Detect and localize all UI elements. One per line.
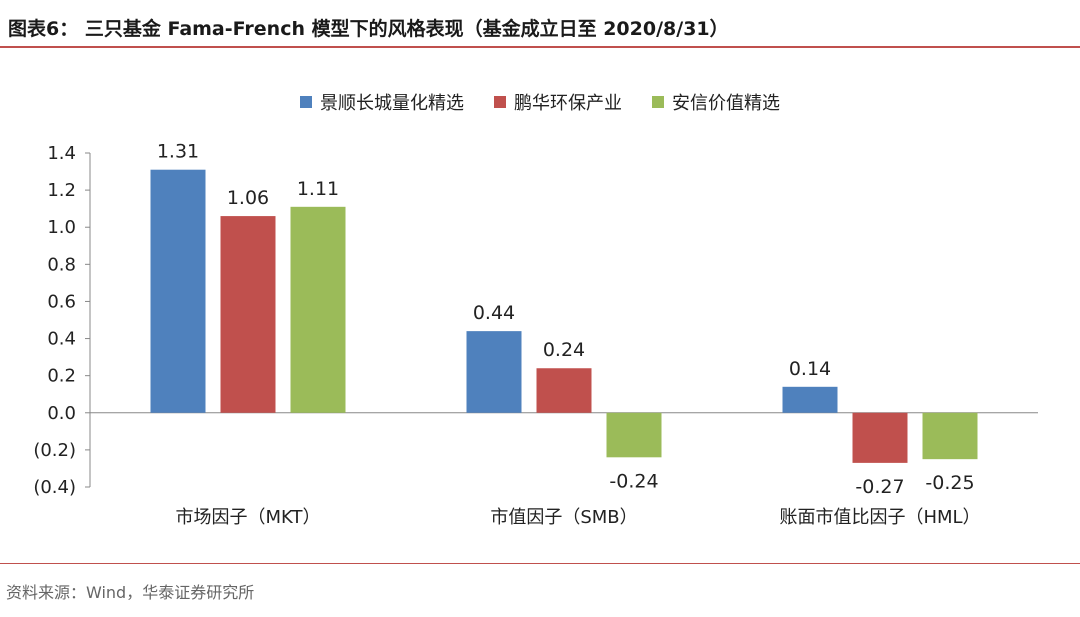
bar — [220, 216, 276, 413]
data-label: -0.25 — [925, 472, 974, 494]
legend-label-series-2: 鹏华环保产业 — [514, 93, 622, 114]
bar — [536, 368, 592, 413]
data-label: 0.44 — [473, 302, 515, 324]
chart-title: 图表6： 三只基金 Fama-French 模型下的风格表现（基金成立日至 20… — [8, 18, 729, 40]
bar — [150, 169, 206, 413]
legend-item-series-1: 景顺长城量化精选 — [300, 89, 464, 115]
legend-swatch-series-2 — [494, 96, 506, 108]
data-label: 1.06 — [227, 187, 269, 209]
data-label: 1.31 — [157, 141, 199, 163]
y-tick-label: (0.2) — [33, 440, 76, 461]
data-label: 1.11 — [297, 178, 339, 200]
y-tick-label: 1.4 — [47, 143, 76, 164]
y-tick-label: 0.4 — [47, 329, 76, 350]
legend-swatch-series-1 — [300, 96, 312, 108]
source-note: 资料来源：Wind，华泰证券研究所 — [6, 583, 255, 602]
bar — [852, 412, 908, 463]
bar — [290, 206, 346, 413]
legend-item-series-3: 安信价值精选 — [652, 89, 780, 115]
data-label: 0.24 — [543, 339, 585, 361]
title-divider — [0, 46, 1080, 48]
footer-divider — [0, 563, 1080, 564]
x-category-label: 市场因子（MKT） — [176, 507, 321, 528]
y-tick-label: 1.2 — [47, 180, 76, 201]
bar-chart: (0.4) (0.2) 0.0 0.2 0.4 0.6 0.8 1.0 1.2 1.4 1.31 1.… — [33, 141, 1038, 528]
y-tick-label: 0.0 — [47, 403, 76, 424]
bar — [922, 412, 978, 460]
legend-item-series-2: 鹏华环保产业 — [494, 89, 622, 115]
y-tick-label: 1.0 — [47, 217, 76, 238]
legend-label-series-1: 景顺长城量化精选 — [320, 93, 464, 114]
legend-label-series-3: 安信价值精选 — [672, 93, 780, 114]
y-tick-label: 0.2 — [47, 366, 76, 387]
data-label: -0.24 — [609, 470, 658, 492]
legend: 景顺长城量化精选 鹏华环保产业 安信价值精选 — [0, 89, 1080, 115]
y-tick-label: 0.6 — [47, 291, 76, 312]
bar — [782, 386, 838, 413]
bar — [466, 331, 522, 413]
x-category-label: 市值因子（SMB） — [490, 507, 637, 528]
y-tick-label: (0.4) — [33, 477, 76, 498]
data-label: -0.27 — [855, 476, 904, 498]
y-tick-label: 0.8 — [47, 254, 76, 275]
x-category-label: 账面市值比因子（HML） — [779, 507, 980, 528]
data-label: 0.14 — [789, 358, 831, 380]
bar — [606, 412, 662, 458]
legend-swatch-series-3 — [652, 96, 664, 108]
